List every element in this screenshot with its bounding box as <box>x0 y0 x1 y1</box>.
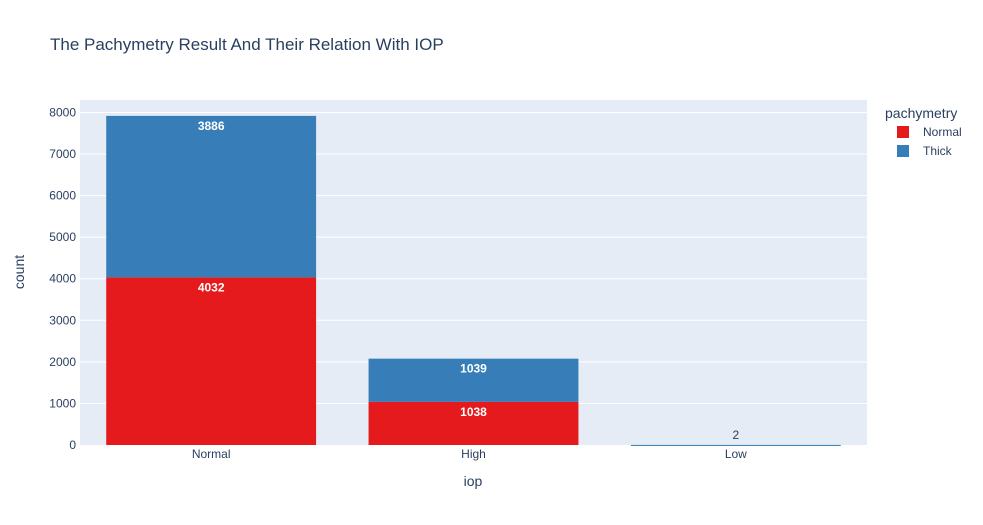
x-axis-ticks: Normal High Low <box>192 447 747 461</box>
bar-normal-high <box>368 401 579 445</box>
bar-normal-normal <box>106 277 317 445</box>
x-tick-label: High <box>461 447 486 461</box>
y-axis-ticks: 0 1000 2000 3000 4000 5000 6000 7000 8000 <box>49 105 76 452</box>
x-tick-label: Low <box>725 447 747 461</box>
legend-label-normal: Normal <box>923 125 962 139</box>
y-axis-title: count <box>11 255 27 289</box>
x-axis-title: iop <box>464 473 483 489</box>
bar-value-label: 1038 <box>460 405 487 419</box>
bar-value-label: 3886 <box>198 119 225 133</box>
bar-labels: 4032 3886 1038 1039 2 <box>198 119 740 442</box>
bar-value-label: 2 <box>732 428 739 442</box>
legend-title: pachymetry <box>885 105 957 121</box>
bar-thick-normal <box>106 115 317 278</box>
bar-thick-low <box>630 444 841 446</box>
chart-title: The Pachymetry Result And Their Relation… <box>50 35 444 54</box>
legend-label-thick: Thick <box>923 144 953 158</box>
x-tick-label: Normal <box>192 447 231 461</box>
y-tick-label: 3000 <box>49 313 76 327</box>
y-tick-label: 5000 <box>49 230 76 244</box>
bar-value-label: 4032 <box>198 280 225 294</box>
bar-thick-high <box>368 358 579 402</box>
legend-swatch-thick <box>897 145 909 157</box>
legend-swatch-normal <box>897 126 909 138</box>
bars <box>106 115 841 446</box>
y-tick-label: 6000 <box>49 189 76 203</box>
y-tick-label: 1000 <box>49 396 76 410</box>
legend: pachymetry Normal Thick <box>885 105 962 158</box>
y-tick-label: 8000 <box>49 105 76 119</box>
y-tick-label: 2000 <box>49 355 76 369</box>
bar-value-label: 1039 <box>460 362 487 376</box>
y-tick-label: 0 <box>69 438 76 452</box>
y-tick-label: 7000 <box>49 147 76 161</box>
y-tick-label: 4000 <box>49 272 76 286</box>
